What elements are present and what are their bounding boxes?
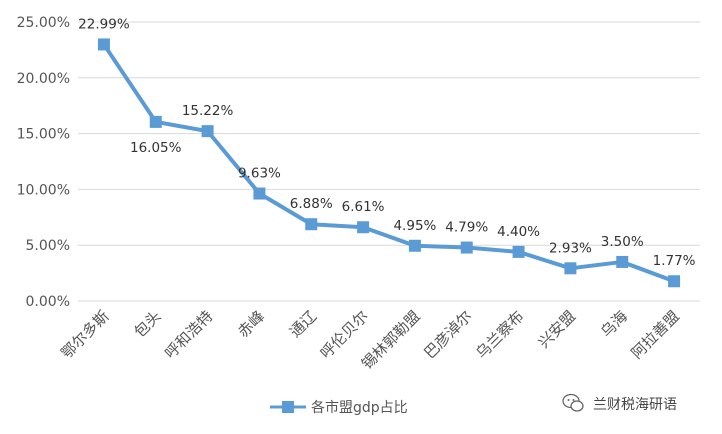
- legend-marker: [282, 401, 294, 413]
- series-markers: [97, 38, 681, 288]
- data-point-marker: [460, 241, 473, 254]
- x-category-label: 巴彦淖尔: [420, 307, 475, 362]
- gridlines: [78, 21, 700, 302]
- y-tick-label: 25.00%: [17, 15, 70, 31]
- data-label: 9.63%: [238, 166, 281, 182]
- data-label: 2.93%: [549, 240, 592, 256]
- y-tick-label: 5.00%: [26, 238, 70, 254]
- data-point-marker: [305, 218, 318, 231]
- data-label: 22.99%: [78, 16, 130, 32]
- data-point-marker: [408, 239, 421, 252]
- data-point-marker: [616, 255, 629, 268]
- y-axis-tick-labels: 0.00% 5.00% 10.00% 15.00% 20.00% 25.00%: [17, 15, 70, 310]
- x-category-label: 呼和浩特: [161, 307, 216, 362]
- data-label: 16.05%: [130, 140, 182, 156]
- legend-label: 各市盟gdp占比: [311, 399, 408, 416]
- data-label: 3.50%: [601, 234, 644, 250]
- x-category-label: 兴安盟: [535, 307, 580, 352]
- data-label: 15.22%: [182, 103, 234, 119]
- y-tick-label: 0.00%: [26, 294, 70, 310]
- wechat-icon: [562, 393, 584, 412]
- data-point-marker: [201, 125, 214, 138]
- data-point-marker: [564, 262, 577, 275]
- data-label: 4.95%: [393, 218, 436, 234]
- watermark: 兰财税海研语: [562, 393, 677, 413]
- y-tick-label: 15.00%: [17, 127, 70, 143]
- series-line: [102, 43, 675, 284]
- data-point-marker: [149, 115, 162, 128]
- watermark-text: 兰财税海研语: [593, 397, 677, 413]
- x-category-label: 乌海: [597, 307, 631, 341]
- legend: 各市盟gdp占比: [270, 399, 408, 416]
- data-labels: 22.99% 16.05% 15.22% 9.63% 6.88% 6.61% 4.95% 4.…: [78, 16, 696, 269]
- data-point-marker: [357, 221, 370, 234]
- x-category-label: 通辽: [286, 307, 320, 341]
- data-point-marker: [512, 245, 525, 258]
- data-label: 4.40%: [497, 224, 540, 240]
- data-point-marker: [253, 187, 266, 200]
- x-category-label: 鄂尔多斯: [58, 307, 113, 362]
- data-point-marker: [668, 275, 681, 288]
- data-label: 6.88%: [290, 196, 333, 212]
- x-category-label: 包头: [131, 307, 165, 341]
- x-category-label: 乌兰察布: [472, 307, 527, 362]
- data-label: 1.77%: [653, 253, 696, 269]
- y-tick-label: 20.00%: [17, 71, 70, 87]
- x-category-label: 阿拉善盟: [628, 307, 683, 362]
- data-point-marker: [97, 38, 110, 51]
- data-label: 4.79%: [445, 220, 488, 236]
- y-tick-label: 10.00%: [17, 182, 70, 198]
- x-category-label: 赤峰: [234, 307, 268, 341]
- data-label: 6.61%: [342, 199, 385, 215]
